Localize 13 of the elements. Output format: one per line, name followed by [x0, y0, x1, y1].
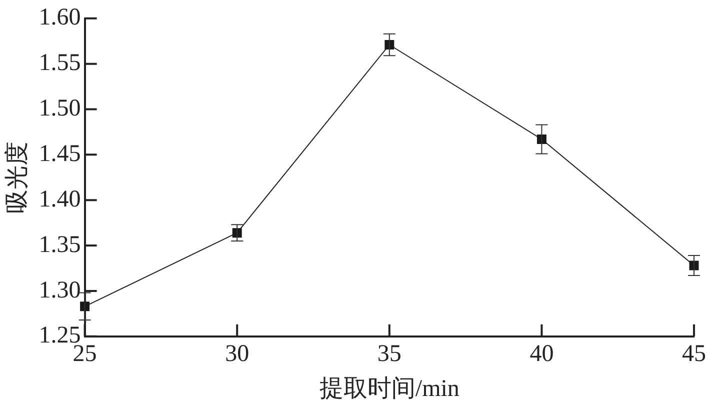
y-tick-label: 1.45 — [38, 140, 81, 167]
y-tick-label: 1.55 — [38, 50, 81, 76]
y-tick-label: 1.30 — [38, 277, 81, 304]
y-tick-label: 1.35 — [38, 232, 81, 258]
y-axis-title: 吸光度 — [4, 141, 31, 214]
x-axis-title: 提取时间/min — [319, 376, 460, 402]
x-tick-label: 30 — [225, 341, 250, 368]
x-tick-label: 35 — [377, 341, 402, 368]
x-tick-label: 45 — [682, 341, 706, 368]
y-tick-label: 1.50 — [38, 96, 81, 122]
x-tick-label: 40 — [530, 341, 554, 368]
y-tick-label: 1.60 — [38, 4, 81, 31]
y-tick-label: 1.40 — [38, 186, 81, 212]
